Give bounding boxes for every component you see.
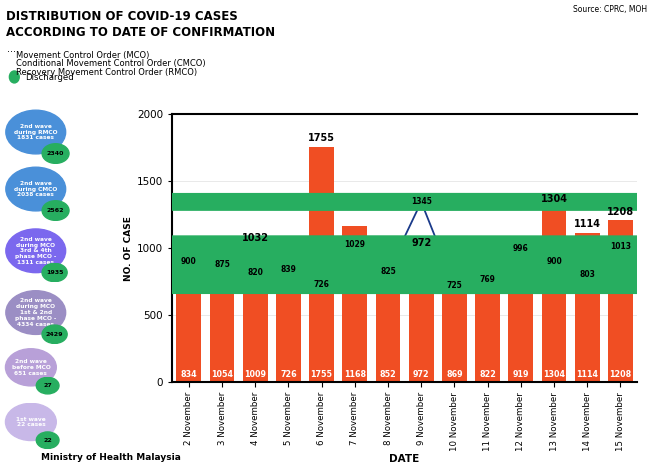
- Text: 2340: 2340: [47, 151, 64, 156]
- Text: 2nd wave
during MCO
1st & 2nd
phase MCO -
4334 cases: 2nd wave during MCO 1st & 2nd phase MCO …: [15, 298, 57, 327]
- Text: 834: 834: [181, 370, 197, 379]
- Text: 726: 726: [314, 280, 330, 289]
- Bar: [442, 266, 467, 382]
- Text: Discharged: Discharged: [25, 73, 73, 82]
- Text: 1208: 1208: [609, 370, 632, 379]
- Text: Recovery Movement Control Order (RMCO): Recovery Movement Control Order (RMCO): [16, 68, 198, 77]
- Text: 1755: 1755: [308, 133, 335, 143]
- Circle shape: [6, 291, 66, 334]
- Text: 1032: 1032: [242, 233, 268, 243]
- Text: 2429: 2429: [46, 332, 63, 337]
- Text: 839: 839: [281, 266, 296, 274]
- Text: 1114: 1114: [574, 219, 601, 229]
- Text: 822: 822: [479, 370, 496, 379]
- Bar: [276, 285, 301, 382]
- Bar: [541, 208, 566, 382]
- Text: 1029: 1029: [344, 240, 365, 249]
- Bar: [176, 270, 202, 382]
- Text: 725: 725: [447, 281, 462, 290]
- Circle shape: [42, 325, 67, 343]
- Circle shape: [0, 256, 650, 273]
- X-axis label: DATE: DATE: [389, 454, 420, 464]
- Text: 869: 869: [446, 370, 463, 379]
- Bar: [508, 259, 533, 382]
- Text: ACCORDING TO DATE OF CONFIRMATION: ACCORDING TO DATE OF CONFIRMATION: [6, 26, 276, 39]
- Circle shape: [0, 253, 650, 270]
- Bar: [376, 268, 400, 382]
- Text: 972: 972: [411, 238, 432, 248]
- Text: ...: ...: [6, 44, 16, 54]
- Text: 2nd wave
during CMCO
2038 cases: 2nd wave during CMCO 2038 cases: [14, 181, 57, 197]
- Text: 2562: 2562: [47, 208, 64, 213]
- Circle shape: [9, 71, 20, 83]
- Text: DISTRIBUTION OF COVID-19 CASES: DISTRIBUTION OF COVID-19 CASES: [6, 10, 239, 22]
- Circle shape: [0, 277, 650, 294]
- Bar: [409, 252, 434, 382]
- Y-axis label: NO. OF CASE: NO. OF CASE: [124, 216, 133, 281]
- Circle shape: [5, 349, 57, 386]
- Text: 852: 852: [380, 370, 396, 379]
- Text: 996: 996: [513, 244, 528, 253]
- Text: 825: 825: [380, 267, 396, 276]
- Text: 900: 900: [546, 257, 562, 266]
- Circle shape: [0, 194, 650, 210]
- Text: 919: 919: [513, 370, 529, 379]
- Circle shape: [0, 240, 650, 257]
- Circle shape: [0, 276, 650, 293]
- Text: 900: 900: [181, 257, 197, 266]
- Text: 22: 22: [44, 438, 52, 443]
- Bar: [608, 220, 633, 382]
- Circle shape: [6, 229, 66, 273]
- Text: 726: 726: [280, 370, 297, 379]
- Text: 1935: 1935: [46, 270, 63, 275]
- Text: 1009: 1009: [244, 370, 266, 379]
- Bar: [575, 233, 600, 382]
- Text: 1013: 1013: [610, 242, 631, 251]
- Text: 1755: 1755: [311, 370, 333, 379]
- Text: 1345: 1345: [411, 198, 432, 207]
- Circle shape: [0, 253, 650, 270]
- Text: 1st wave
22 cases: 1st wave 22 cases: [16, 417, 46, 428]
- Text: 2nd wave
during RMCO
1831 cases: 2nd wave during RMCO 1831 cases: [14, 124, 57, 140]
- Bar: [243, 247, 268, 382]
- Circle shape: [42, 263, 67, 282]
- Circle shape: [42, 201, 69, 220]
- Text: 1208: 1208: [607, 207, 634, 217]
- Text: 1304: 1304: [541, 194, 567, 204]
- Text: 769: 769: [480, 275, 495, 284]
- Bar: [309, 147, 334, 382]
- Text: 1114: 1114: [576, 370, 598, 379]
- Bar: [475, 272, 500, 382]
- Text: Ministry of Health Malaysia: Ministry of Health Malaysia: [40, 454, 181, 462]
- Circle shape: [5, 403, 57, 440]
- Bar: [209, 241, 235, 382]
- Circle shape: [36, 377, 59, 394]
- Text: 2nd wave
before MCO
651 cases: 2nd wave before MCO 651 cases: [12, 359, 50, 376]
- Circle shape: [0, 271, 650, 287]
- Text: Conditional Movement Control Order (CMCO): Conditional Movement Control Order (CMCO…: [16, 59, 206, 68]
- Text: 27: 27: [44, 383, 52, 388]
- Circle shape: [0, 238, 650, 255]
- Text: Movement Control Order (MCO): Movement Control Order (MCO): [16, 51, 150, 60]
- Circle shape: [0, 264, 650, 281]
- Circle shape: [0, 263, 650, 280]
- Circle shape: [0, 266, 650, 283]
- Text: 3rd wave
during RMCO
37,250 cases: 3rd wave during RMCO 37,250 cases: [327, 42, 404, 79]
- Circle shape: [6, 167, 66, 211]
- Circle shape: [0, 261, 650, 278]
- Text: 2nd wave
during MCO
3rd & 4th
phase MCO -
1311 cases: 2nd wave during MCO 3rd & 4th phase MCO …: [15, 237, 57, 265]
- Text: 820: 820: [247, 268, 263, 277]
- Bar: [343, 226, 367, 382]
- Circle shape: [6, 110, 66, 154]
- Text: 972: 972: [413, 370, 430, 379]
- Text: 1054: 1054: [211, 370, 233, 379]
- Text: 1168: 1168: [344, 370, 366, 379]
- Text: 875: 875: [214, 260, 230, 269]
- Circle shape: [36, 432, 59, 448]
- Text: 803: 803: [579, 270, 595, 279]
- Text: Source: CPRC, MOH: Source: CPRC, MOH: [573, 5, 647, 14]
- Circle shape: [42, 144, 69, 163]
- Circle shape: [0, 236, 650, 253]
- Text: 1304: 1304: [543, 370, 565, 379]
